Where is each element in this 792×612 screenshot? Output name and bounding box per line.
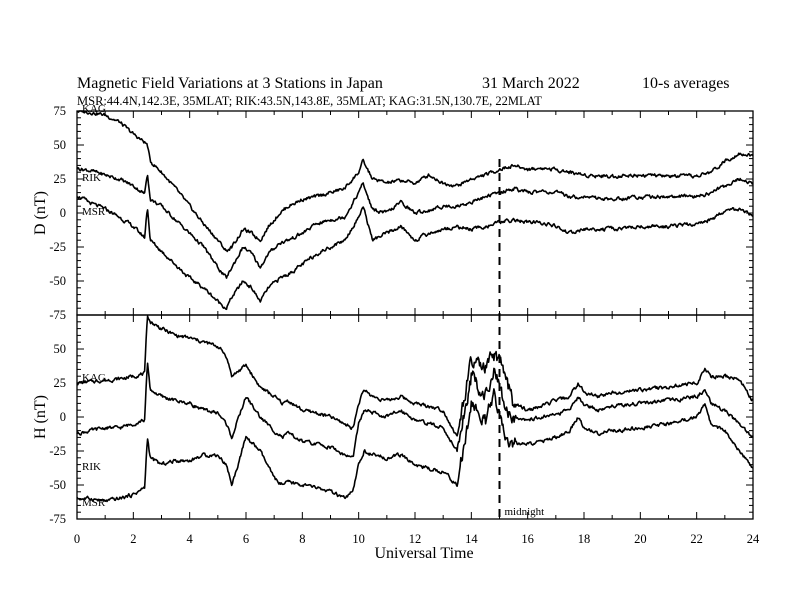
top-series-msr	[76, 196, 754, 311]
y-tick-label: 0	[60, 410, 66, 424]
x-tick-label: 22	[690, 532, 703, 546]
y-tick-label: -50	[49, 478, 66, 492]
y-tick-label: 50	[54, 138, 67, 152]
chart-title: Magnetic Field Variations at 3 Stations …	[77, 75, 383, 92]
y-tick-label: -25	[49, 240, 66, 254]
x-tick-label: 20	[634, 532, 647, 546]
bottom-series-rik	[76, 362, 754, 458]
y-tick-label: -75	[49, 512, 66, 526]
x-tick-label: 18	[578, 532, 591, 546]
midnight-label: midnight	[505, 506, 545, 518]
y-tick-label: 25	[54, 172, 67, 186]
y-tick-label: 25	[54, 376, 67, 390]
top-y-axis-title: D (nT)	[32, 191, 49, 235]
bottom-rik-label: RIK	[82, 461, 101, 473]
bottom-panel-series	[76, 315, 754, 503]
chart-averaging: 10-s averages	[642, 75, 730, 92]
axis-ticks	[76, 110, 754, 520]
x-tick-label: 14	[465, 532, 478, 546]
top-panel-series	[76, 110, 754, 311]
x-tick-label: 10	[352, 532, 365, 546]
bottom-series-msr	[76, 388, 754, 503]
x-tick-label: 6	[243, 532, 249, 546]
top-rik-label: RIK	[82, 172, 101, 184]
y-tick-label: -50	[49, 274, 66, 288]
x-tick-label: 0	[74, 532, 80, 546]
x-tick-label: 2	[130, 532, 136, 546]
tick-labels: 0 2 4 6 8 10 12 14 16 18 20 22 24-75-50-250255075-75…	[49, 104, 760, 546]
x-tick-label: 24	[747, 532, 760, 546]
top-series-rik	[76, 167, 754, 279]
y-tick-label: -25	[49, 444, 66, 458]
bottom-y-axis-title: H (nT)	[32, 395, 49, 439]
y-tick-label: 75	[54, 104, 67, 118]
bottom-panel-frame	[76, 314, 754, 520]
y-tick-label: -75	[49, 308, 66, 322]
x-tick-label: 12	[409, 532, 422, 546]
x-axis-title: Universal Time	[374, 545, 473, 562]
x-tick-label: 16	[521, 532, 534, 546]
x-tick-label: 8	[299, 532, 305, 546]
bottom-msr-label: MSR	[82, 497, 106, 509]
station-coordinates: MSR:44.4N,142.3E, 35MLAT; RIK:43.5N,143.…	[77, 94, 542, 108]
bottom-series-kag	[76, 315, 754, 437]
top-msr-label: MSR	[82, 206, 106, 218]
x-tick-label: 4	[187, 532, 194, 546]
chart-date: 31 March 2022	[482, 75, 580, 92]
bottom-kag-label: KAG	[82, 372, 106, 384]
y-tick-label: 0	[60, 206, 66, 220]
top-series-kag	[77, 110, 754, 253]
y-tick-label: 50	[54, 342, 67, 356]
top-kag-label: KAG	[82, 103, 106, 115]
